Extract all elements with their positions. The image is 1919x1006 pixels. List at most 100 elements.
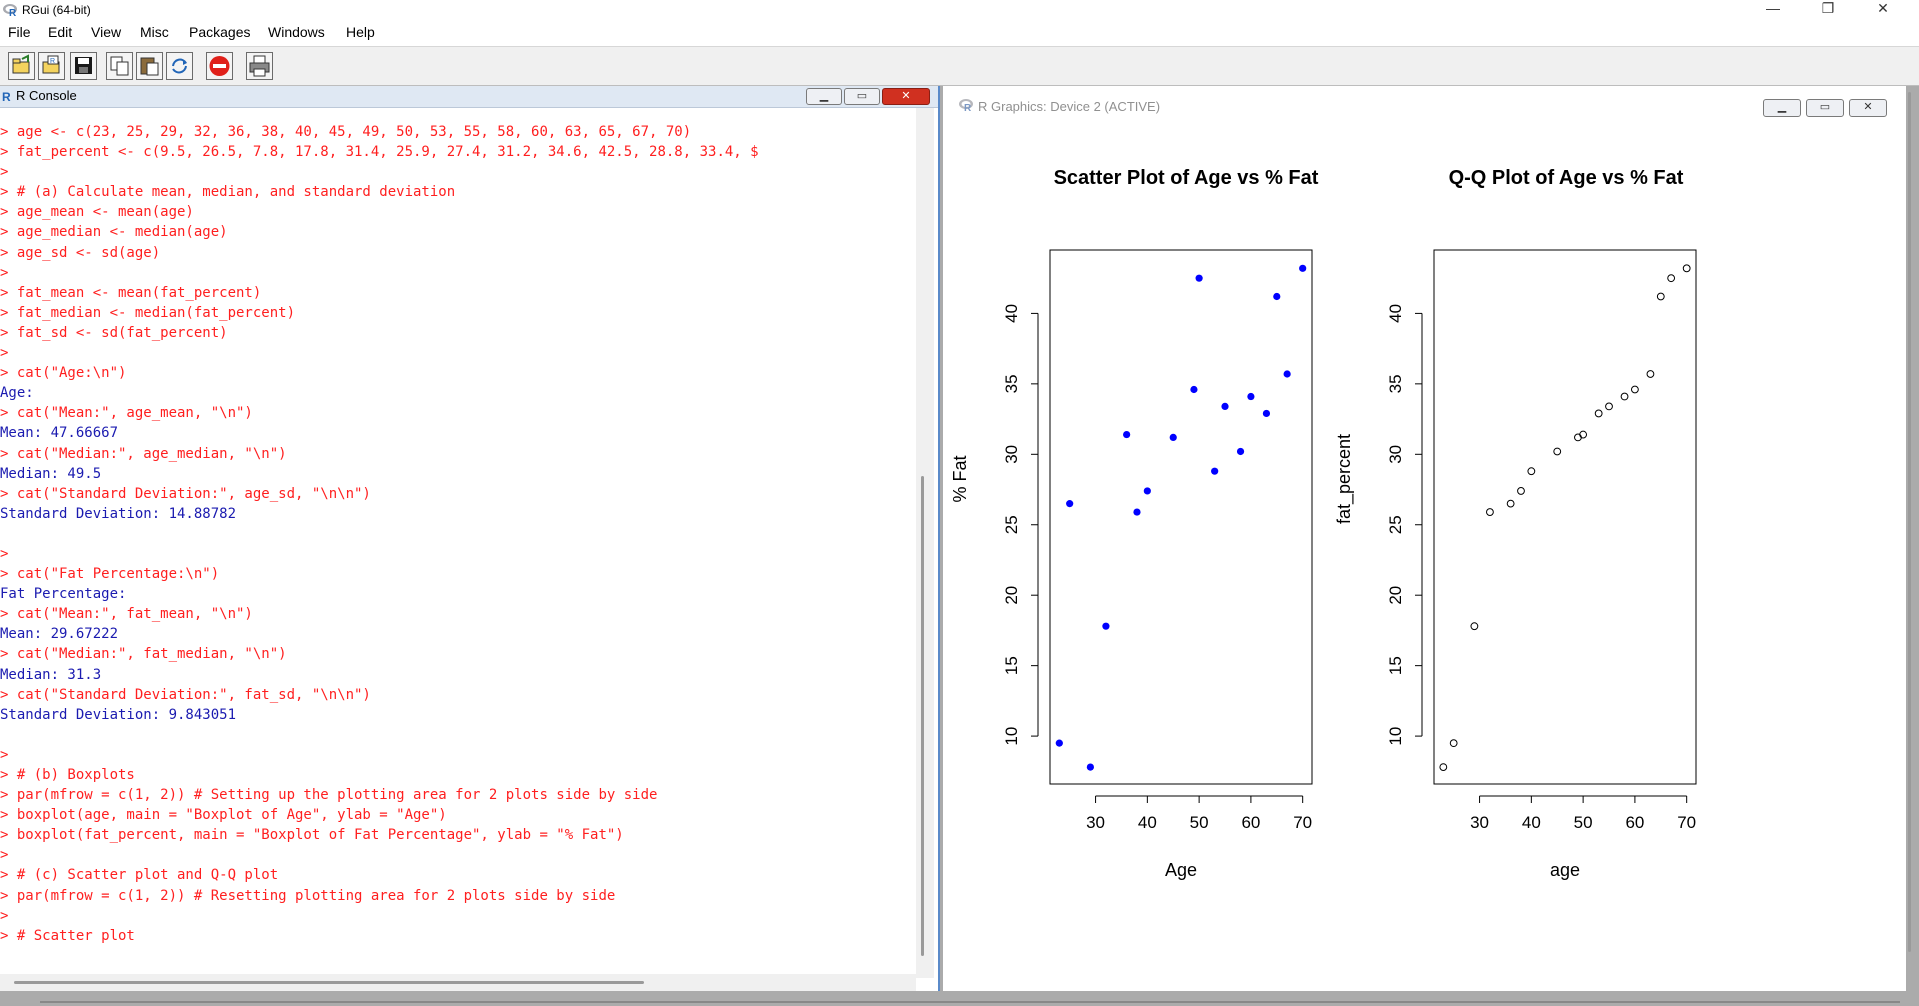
console-command-line: > age <- c(23, 25, 29, 32, 36, 38, 40, 4… xyxy=(0,124,692,140)
console-command-line: > boxplot(fat_percent, main = "Boxplot o… xyxy=(0,827,624,844)
paste-button[interactable] xyxy=(136,52,163,80)
data-point xyxy=(1133,508,1141,516)
data-point xyxy=(1055,739,1063,747)
console-command-line: > xyxy=(0,746,9,763)
print-button[interactable] xyxy=(246,52,273,80)
console-title: R Console xyxy=(16,88,77,103)
data-point xyxy=(1656,292,1665,301)
console-output-line: Standard Deviation: 14.88782 xyxy=(0,505,237,522)
console-command-line: > fat_percent <- c(9.5, 26.5, 7.8, 17.8,… xyxy=(0,144,759,161)
x-tick-label: 30 xyxy=(1470,813,1489,832)
console-command-line: > boxplot(age, main = "Boxplot of Age", … xyxy=(0,807,447,824)
print-icon xyxy=(249,55,270,77)
data-point xyxy=(1646,370,1655,378)
stop-button[interactable] xyxy=(206,52,233,80)
data-point xyxy=(1506,499,1515,508)
data-point xyxy=(1169,433,1177,441)
menu-view[interactable]: View xyxy=(91,24,122,40)
console-command-line: > cat("Age:\n") xyxy=(0,365,127,382)
close-button[interactable]: ✕ xyxy=(1860,0,1906,22)
data-point xyxy=(1247,392,1255,401)
r-logo-icon: R xyxy=(3,4,17,17)
data-point xyxy=(1449,739,1458,748)
graphics-title-bar[interactable]: R R Graphics: Device 2 (ACTIVE) ▁ ▭ ✕ xyxy=(943,86,1906,120)
minimize-button[interactable]: — xyxy=(1750,0,1796,22)
console-command-line: > fat_sd <- sd(fat_percent) xyxy=(0,324,228,341)
graphics-title: R Graphics: Device 2 (ACTIVE) xyxy=(978,99,1161,114)
menu-help[interactable]: Help xyxy=(346,24,375,40)
console-close-button[interactable]: ✕ xyxy=(882,88,930,105)
console-vertical-scrollbar[interactable] xyxy=(916,108,934,978)
y-tick-label: 30 xyxy=(1386,445,1405,464)
minimize-icon: ▁ xyxy=(819,90,829,102)
maximize-icon: ▭ xyxy=(856,90,868,102)
data-point xyxy=(1631,385,1639,394)
y-tick-label: 40 xyxy=(1002,304,1021,323)
console-output[interactable]: > age <- c(23, 25, 29, 32, 36, 38, 40, 4… xyxy=(0,122,916,962)
console-command-line: > cat("Standard Deviation:", age_sd, "\n… xyxy=(0,485,371,502)
y-tick-label: 40 xyxy=(1386,304,1405,323)
scrollbar-thumb[interactable] xyxy=(14,981,644,984)
menu-packages[interactable]: Packages xyxy=(189,24,251,40)
y-tick-label: 10 xyxy=(1002,727,1021,746)
menu-file[interactable]: File xyxy=(8,24,31,40)
console-command-line: > xyxy=(0,264,9,281)
graphics-maximize-button[interactable]: ▭ xyxy=(1806,99,1844,117)
status-divider xyxy=(40,1001,1900,1003)
y-tick-label: 20 xyxy=(1002,586,1021,605)
x-tick-label: 60 xyxy=(1625,813,1644,832)
console-command-line: > age_sd <- sd(age) xyxy=(0,244,161,261)
console-command-line: > xyxy=(0,345,9,362)
menu-misc[interactable]: Misc xyxy=(140,24,169,40)
graphics-window: R R Graphics: Device 2 (ACTIVE) ▁ ▭ ✕ Sc… xyxy=(943,86,1906,991)
console-command-line: > # (c) Scatter plot and Q-Q plot xyxy=(0,867,279,884)
data-point xyxy=(1102,622,1110,630)
plot-frame xyxy=(1433,249,1697,785)
menu-windows[interactable]: Windows xyxy=(268,24,325,40)
graphics-close-button[interactable]: ✕ xyxy=(1849,99,1887,117)
y-tick-label: 35 xyxy=(1386,374,1405,393)
graphics-minimize-button[interactable]: ▁ xyxy=(1763,99,1801,117)
copy-paste-button[interactable] xyxy=(166,52,193,80)
copy-button[interactable] xyxy=(106,52,133,80)
console-command-line: > # (b) Boxplots xyxy=(0,767,135,783)
copy-icon xyxy=(110,56,129,76)
console-output-line: Median: 31.3 xyxy=(0,666,102,683)
maximize-icon: ▭ xyxy=(1819,101,1831,113)
open-script-button[interactable] xyxy=(8,52,35,80)
stop-icon xyxy=(209,56,230,76)
data-point xyxy=(1682,264,1691,273)
r-logo-icon: R xyxy=(959,99,973,112)
chart-title: Q-Q Plot of Age vs % Fat xyxy=(1449,167,1684,189)
x-tick-label: 50 xyxy=(1574,813,1593,832)
console-command-line: > # (a) Calculate mean, median, and stan… xyxy=(0,184,456,201)
load-workspace-icon: R xyxy=(42,55,60,74)
console-title-bar[interactable]: R R Console ▁ ▭ ✕ xyxy=(0,86,938,108)
y-tick-label: 30 xyxy=(1002,445,1021,464)
scrollbar-thumb[interactable] xyxy=(921,476,924,956)
console-horizontal-scrollbar[interactable] xyxy=(0,974,916,991)
graphics-scrollbar-thumb[interactable] xyxy=(1908,92,1911,952)
menu-edit[interactable]: Edit xyxy=(48,24,73,40)
data-point xyxy=(1486,508,1494,516)
data-point xyxy=(1236,447,1245,456)
console-maximize-button[interactable]: ▭ xyxy=(844,88,880,105)
console-minimize-button[interactable]: ▁ xyxy=(806,88,842,105)
close-icon: ✕ xyxy=(1877,0,1889,16)
console-window: R R Console ▁ ▭ ✕ > age <- c(23, 25, 29,… xyxy=(0,86,940,991)
data-point xyxy=(1574,433,1582,442)
save-button[interactable] xyxy=(70,52,97,80)
data-point xyxy=(1143,487,1151,495)
x-tick-label: 30 xyxy=(1086,813,1105,832)
console-command-line: > age_mean <- mean(age) xyxy=(0,204,194,221)
y-tick-label: 25 xyxy=(1386,515,1405,534)
y-tick-label: 20 xyxy=(1386,586,1405,605)
load-workspace-button[interactable]: R xyxy=(38,52,65,80)
restore-button[interactable]: ❐ xyxy=(1805,0,1851,22)
console-command-line: > cat("Mean:", fat_mean, "\n") xyxy=(0,606,253,623)
x-tick-label: 70 xyxy=(1677,813,1696,832)
console-output-line: Standard Deviation: 9.843051 xyxy=(0,706,237,723)
data-point xyxy=(1579,430,1588,439)
console-output-line xyxy=(0,725,916,745)
close-icon: ✕ xyxy=(1863,101,1873,113)
